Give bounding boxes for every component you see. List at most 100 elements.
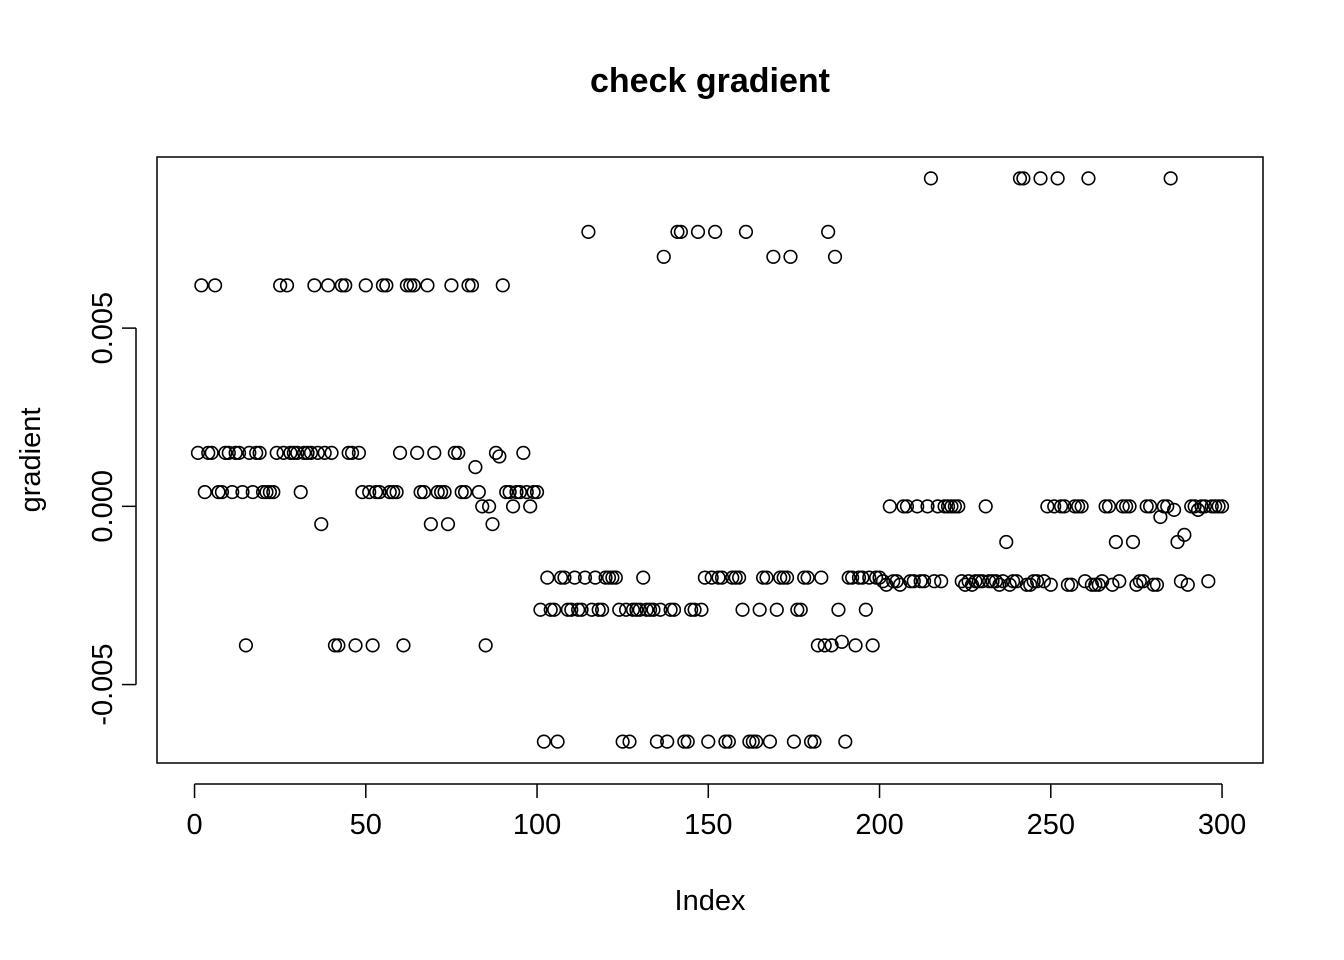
point (1115, 499, 1130, 514)
point (488, 445, 504, 460)
point (321, 278, 336, 293)
point (605, 570, 620, 585)
point (235, 484, 250, 500)
point (1177, 527, 1192, 542)
point (632, 602, 647, 617)
point (646, 602, 661, 617)
point (759, 570, 774, 585)
point (684, 602, 699, 617)
point (536, 734, 551, 749)
point (851, 570, 867, 585)
point (838, 734, 853, 749)
point (458, 484, 473, 500)
x-tick-label: 100 (513, 809, 561, 841)
point (923, 171, 939, 186)
y-tick-label: 0.000 (87, 470, 119, 543)
point (461, 278, 476, 293)
point (1098, 499, 1113, 514)
point (276, 445, 291, 460)
point (694, 602, 709, 617)
point (708, 224, 723, 239)
point (1101, 499, 1117, 514)
point (540, 570, 555, 585)
point (855, 570, 870, 585)
point (327, 638, 343, 653)
point (423, 517, 438, 532)
y-tick-label: -0.005 (87, 643, 119, 725)
point (666, 602, 682, 617)
point (314, 517, 329, 532)
point (940, 499, 956, 514)
x-tick-label: 200 (855, 809, 903, 841)
point (297, 445, 312, 460)
point (334, 278, 349, 293)
point (824, 638, 839, 653)
point (612, 602, 627, 617)
point (1019, 577, 1034, 592)
point (1043, 577, 1058, 592)
point (386, 484, 401, 500)
point (714, 570, 730, 585)
point (1190, 502, 1206, 518)
point (283, 445, 298, 460)
point (485, 517, 500, 532)
point (382, 484, 397, 500)
point (310, 445, 325, 460)
point (468, 460, 483, 475)
point (615, 734, 630, 749)
point (800, 570, 815, 585)
point (413, 484, 428, 500)
point (273, 278, 288, 293)
point (841, 570, 856, 585)
point (595, 602, 610, 617)
point (1036, 574, 1052, 589)
point (1173, 574, 1189, 589)
point (718, 734, 733, 749)
point (1074, 499, 1089, 514)
plot-box (156, 156, 1264, 764)
point (752, 602, 767, 617)
point (571, 602, 586, 617)
point (766, 249, 781, 264)
point (307, 278, 322, 293)
point (584, 602, 599, 617)
point (396, 638, 411, 653)
x-tick-label: 300 (1198, 809, 1246, 841)
point (769, 602, 784, 617)
point (1012, 171, 1028, 186)
x-tick-label: 0 (186, 809, 202, 841)
point (434, 484, 449, 500)
point (790, 602, 805, 617)
point (242, 445, 257, 460)
point (290, 445, 305, 460)
point (697, 570, 712, 585)
point (879, 577, 894, 592)
point (1211, 499, 1226, 514)
point (1129, 577, 1144, 592)
point (286, 445, 301, 460)
point (947, 499, 962, 514)
x-tick-label: 150 (684, 809, 732, 841)
point (831, 602, 846, 617)
point (992, 577, 1007, 592)
point (252, 445, 267, 460)
point (673, 224, 688, 239)
point (649, 734, 665, 749)
point (406, 278, 421, 293)
point (1006, 574, 1021, 589)
point (1125, 534, 1141, 550)
point (372, 484, 387, 500)
point (755, 570, 771, 585)
point (221, 445, 236, 460)
point (862, 570, 877, 585)
point (231, 445, 247, 460)
point (564, 602, 579, 617)
point (598, 570, 613, 585)
point (656, 249, 671, 264)
point (1194, 499, 1209, 514)
point (300, 445, 315, 460)
point (197, 484, 212, 500)
point (1033, 171, 1048, 186)
point (581, 224, 596, 239)
